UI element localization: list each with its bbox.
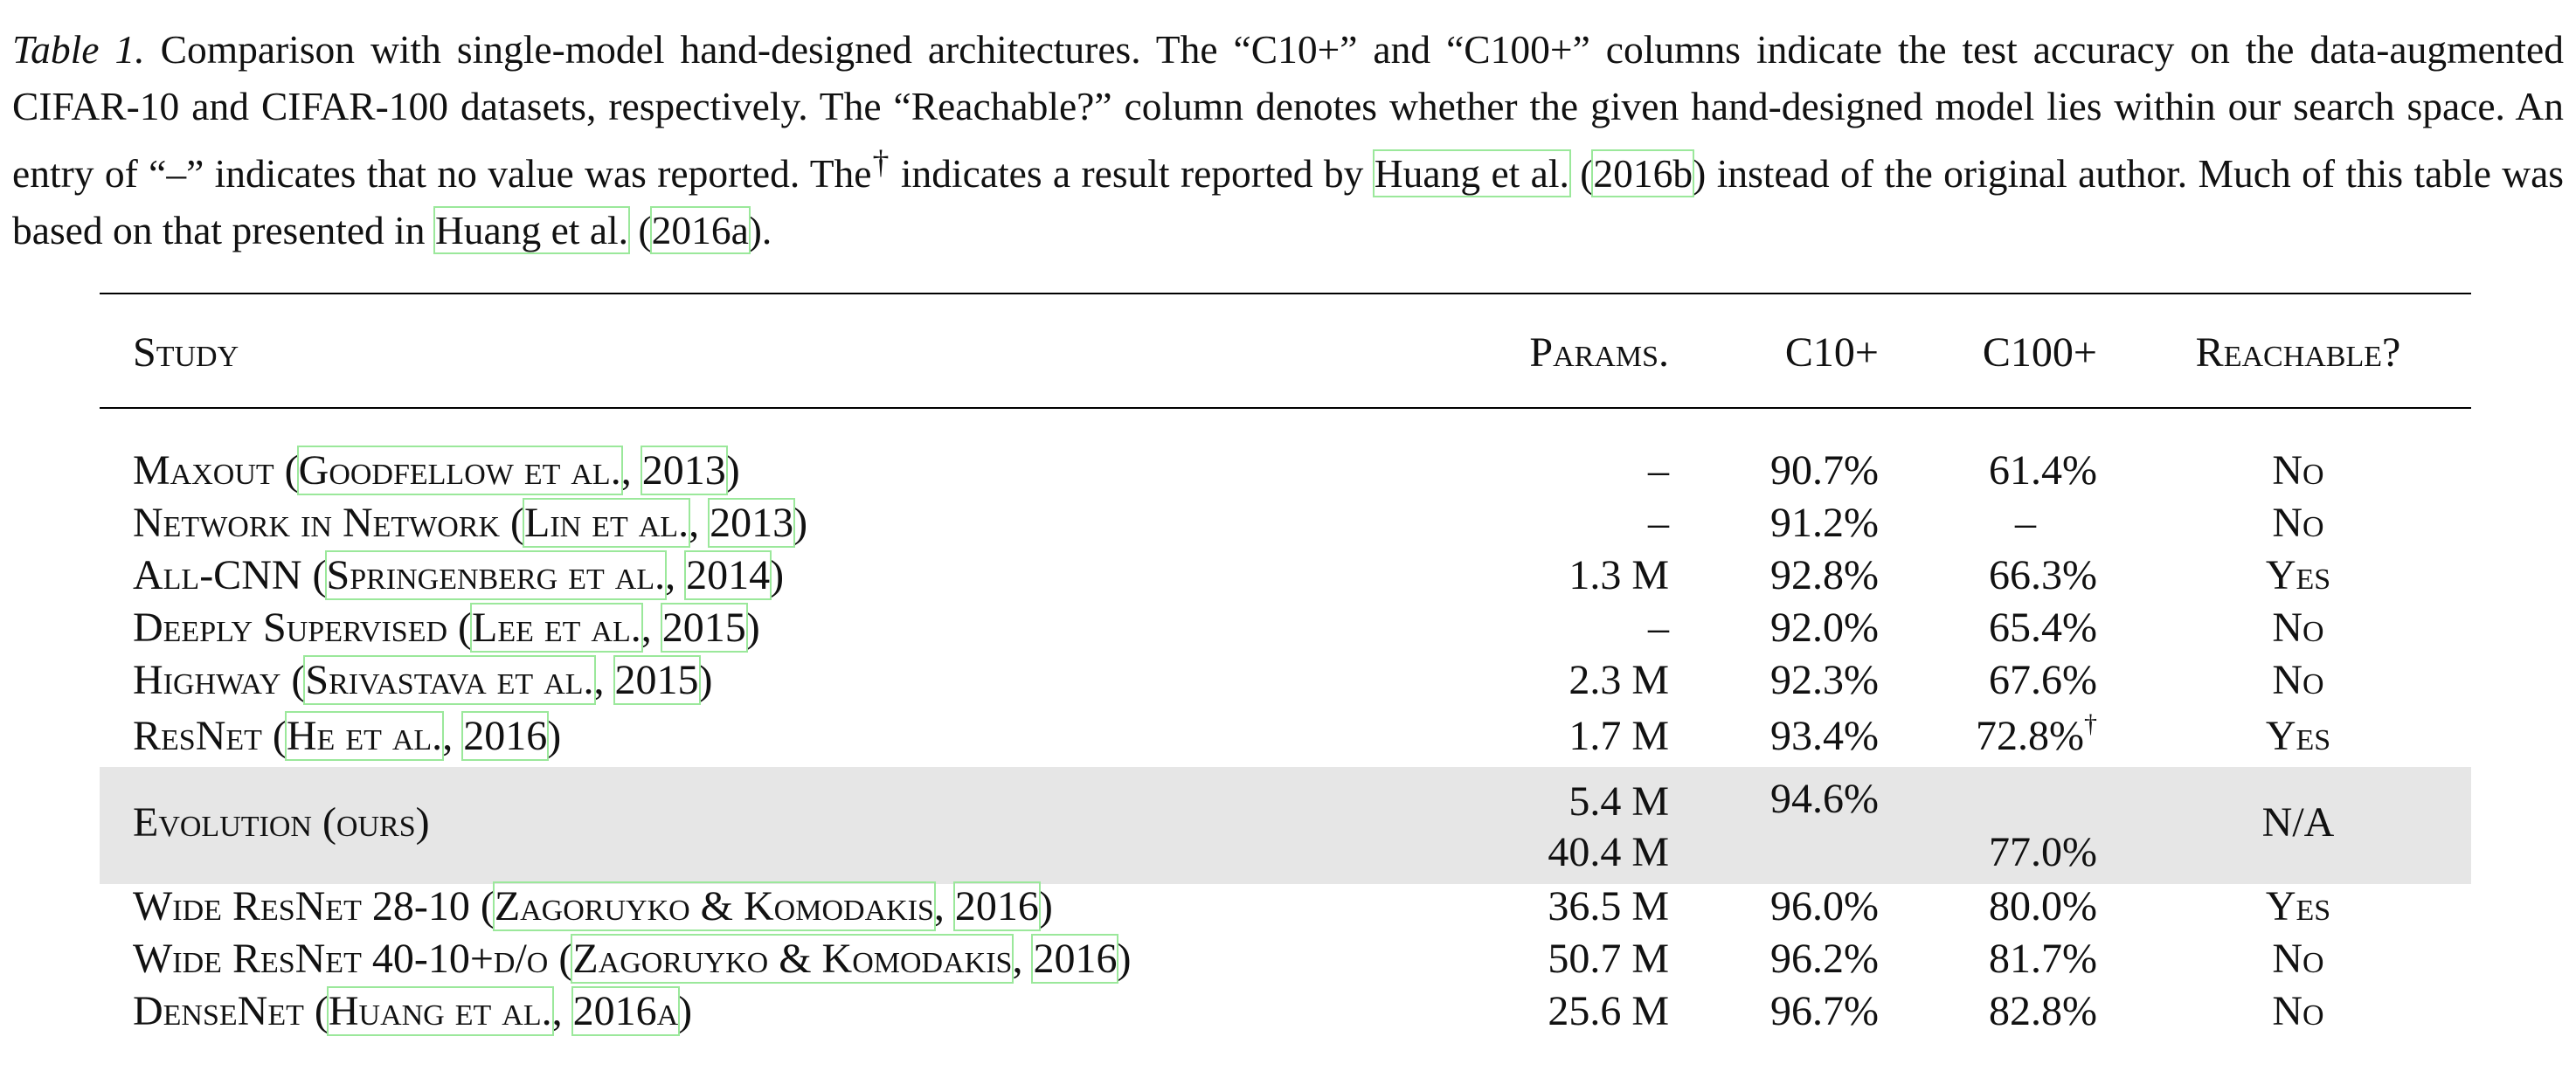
model-name-cell: All-CNN (Springenberg et al., 2014) [133, 550, 785, 600]
model-name: All-CNN [133, 552, 302, 598]
c10-cell: 92.0% [1770, 605, 1879, 651]
reachable-cell: Yes [2265, 552, 2331, 598]
c100-cell: 61.4% [1989, 447, 2097, 494]
model-name-cell: Wide ResNet 28-10 (Zagoruyko & Komodakis… [133, 881, 1053, 931]
c10-cell: 92.8% [1770, 552, 1879, 598]
model-name: Deeply Supervised [133, 605, 448, 651]
dagger-symbol: † [2084, 709, 2097, 738]
model-name: Maxout [133, 447, 274, 494]
params-cell: 40.4 M [1548, 829, 1669, 875]
params-cell: – [1648, 447, 1669, 494]
table-caption: Table 1. Comparison with single-model ha… [12, 27, 2565, 255]
reachable-cell: No [2272, 500, 2324, 546]
model-name-cell: Maxout (Goodfellow et al., 2013) [133, 446, 740, 495]
citation-link-authors[interactable]: Huang et al. [326, 986, 554, 1036]
header-study: Study [133, 329, 239, 376]
params-cell: 1.3 M [1568, 552, 1669, 598]
params-cell: – [1648, 500, 1669, 546]
c10-cell: 92.3% [1770, 657, 1879, 703]
citation-link-year[interactable]: 2015 [613, 655, 701, 705]
c100-cell: 77.0% [1989, 829, 2097, 875]
header-c100: C100+ [1982, 329, 2097, 376]
ours-row-highlight [100, 767, 2471, 884]
model-name: DenseNet [133, 988, 304, 1034]
c100-cell: 67.6% [1989, 657, 2097, 703]
reachable-cell: Yes [2265, 713, 2331, 759]
reachable-cell: No [2272, 657, 2324, 703]
citation-link-authors[interactable]: Huang et al. [1372, 149, 1571, 198]
header-c10: C10+ [1784, 329, 1879, 376]
reachable-cell: N/A [2261, 799, 2335, 846]
reachable-cell: No [2272, 936, 2324, 982]
citation-link-year[interactable]: 2016a [649, 206, 751, 255]
caption-text-3: instead of the original author. Much of … [12, 151, 2565, 253]
params-cell: – [1648, 605, 1669, 651]
dagger-symbol: † [871, 144, 890, 181]
c10-cell: 93.4% [1770, 713, 1879, 759]
model-name: ResNet [133, 713, 262, 759]
model-name: Wide ResNet 40-10+d/o [133, 936, 549, 982]
citation-link-authors[interactable]: Lee et al. [470, 603, 643, 653]
citation-link-year[interactable]: 2016 [461, 711, 550, 761]
citation-link-authors[interactable]: Srivastava et al. [303, 655, 596, 705]
citation-link-year[interactable]: 2016 [952, 881, 1041, 931]
reachable-cell: Yes [2265, 883, 2331, 929]
params-cell: 5.4 M [1568, 778, 1669, 825]
params-cell: 25.6 M [1548, 988, 1669, 1034]
caption-text-end: ). [748, 208, 772, 253]
c10-cell: 90.7% [1770, 447, 1879, 494]
c10-cell: 94.6% [1770, 776, 1879, 822]
caption-text-2: indicates a result reported by [900, 151, 1364, 197]
citation-link-year[interactable]: 2014 [684, 550, 772, 600]
citation-link-year[interactable]: 2016a [571, 986, 681, 1036]
citation-link-authors[interactable]: Zagoruyko & Komodakis [571, 934, 1014, 984]
model-name: Highway [133, 657, 281, 703]
citation-link-authors[interactable]: Zagoruyko & Komodakis [492, 881, 936, 931]
c100-cell: 80.0% [1989, 883, 2097, 929]
params-cell: 36.5 M [1548, 883, 1669, 929]
caption-label: Table 1. [12, 27, 145, 72]
c100-value: 72.8% [1976, 713, 2084, 759]
params-cell: 50.7 M [1548, 936, 1669, 982]
params-cell: 2.3 M [1568, 657, 1669, 703]
c10-cell: 96.7% [1770, 988, 1879, 1034]
table-header-rule [100, 407, 2471, 409]
params-cell: 1.7 M [1568, 713, 1669, 759]
c10-cell: 96.0% [1770, 883, 1879, 929]
citation-link-authors[interactable]: He et al. [284, 711, 445, 761]
c10-cell: 91.2% [1770, 500, 1879, 546]
model-name-cell: Highway (Srivastava et al., 2015) [133, 655, 713, 705]
reachable-cell: No [2272, 988, 2324, 1034]
reachable-cell: No [2272, 605, 2324, 651]
caption-text-1: Comparison with single-model hand-design… [12, 27, 2564, 197]
citation-link-year[interactable]: 2015 [660, 603, 748, 653]
c100-cell: 82.8% [1989, 988, 2097, 1034]
citation-link-authors[interactable]: Goodfellow et al. [296, 446, 623, 495]
citation-link-authors[interactable]: Lin et al. [523, 498, 691, 548]
c10-cell: 96.2% [1770, 936, 1879, 982]
citation-link-year[interactable]: 2013 [640, 446, 728, 495]
header-reachable: Reachable? [2195, 329, 2401, 376]
table-top-rule [100, 293, 2471, 294]
citation-link-year[interactable]: 2016b [1591, 149, 1695, 198]
model-name: Wide ResNet 28-10 [133, 883, 470, 929]
c100-cell: – [2015, 500, 2036, 546]
c100-cell: 81.7% [1989, 936, 2097, 982]
citation-link-authors[interactable]: Springenberg et al. [324, 550, 668, 600]
citation-link-year[interactable]: 2013 [708, 498, 796, 548]
model-name-cell: Wide ResNet 40-10+d/o (Zagoruyko & Komod… [133, 934, 1132, 984]
model-name-cell: Network in Network (Lin et al., 2013) [133, 498, 808, 548]
citation-link-authors[interactable]: Huang et al. [433, 206, 631, 255]
header-params: Params. [1529, 329, 1669, 376]
model-name-cell: Deeply Supervised (Lee et al., 2015) [133, 603, 760, 653]
model-name: Network in Network [133, 500, 501, 546]
reachable-cell: No [2272, 447, 2324, 494]
c100-cell: 65.4% [1989, 605, 2097, 651]
c100-cell: 66.3% [1989, 552, 2097, 598]
model-name-cell: DenseNet (Huang et al., 2016a) [133, 986, 693, 1036]
model-name: Evolution (ours) [133, 799, 430, 846]
model-name-cell: ResNet (He et al., 2016) [133, 711, 562, 761]
citation-link-year[interactable]: 2016 [1031, 934, 1119, 984]
c100-cell: 72.8%† [1914, 710, 2097, 763]
